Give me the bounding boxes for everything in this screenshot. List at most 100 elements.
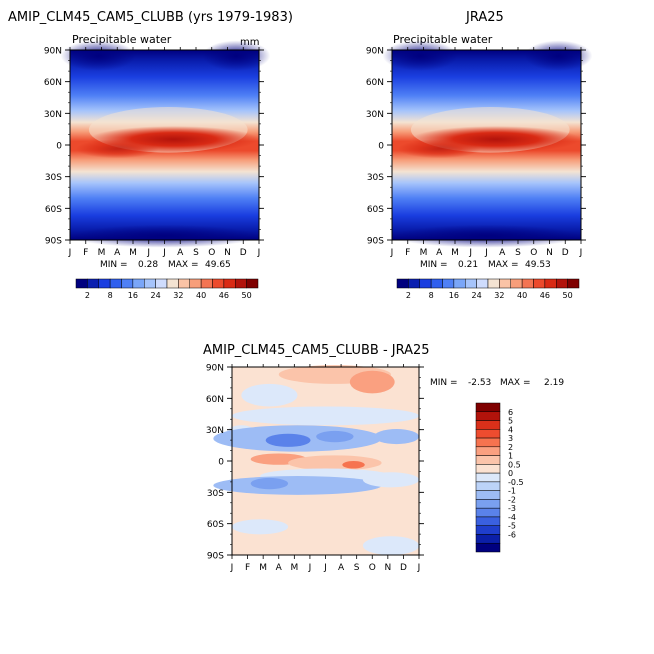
panel1-x-tick-label: N — [224, 248, 231, 258]
panel1-y-tick-label: 60S — [45, 205, 62, 215]
diff-contour-region — [213, 476, 382, 495]
colorbar1-swatch — [212, 278, 225, 289]
diff-contour-region — [342, 461, 365, 469]
colorbar1-swatch — [200, 278, 213, 289]
panel2-y-tick-label: 60N — [366, 78, 384, 88]
colorbar-diff-swatch — [475, 464, 501, 474]
colorbar-diff-label: -2 — [508, 495, 516, 504]
panel1-y-tick-label: 90S — [45, 237, 62, 247]
panel1-min-label: MIN = — [100, 260, 128, 270]
diff-x-tick-label: D — [400, 563, 407, 573]
diff-title: AMIP_CLM45_CAM5_CLUBB - JRA25 — [203, 343, 430, 358]
colorbar2-swatch — [510, 278, 523, 289]
colorbar2-swatch — [465, 278, 477, 289]
panel1-x-tick-label: J — [162, 248, 166, 258]
colorbar1-label: 16 — [128, 291, 138, 300]
diff-frame — [231, 366, 420, 556]
colorbar2-swatch — [556, 278, 568, 289]
panel2-field — [382, 40, 593, 248]
diff-x-tick-label: O — [369, 563, 376, 573]
colorbar1-swatch — [223, 278, 236, 289]
colorbar2-swatch — [544, 278, 557, 289]
diff-y-tick-label: 60N — [206, 395, 224, 405]
panel1-max-core-west — [75, 139, 159, 159]
diff-contour-region — [374, 429, 419, 445]
colorbar-diff-swatch — [475, 437, 501, 448]
colorbar1-swatch — [75, 278, 88, 289]
colorbar-diff-swatch — [475, 455, 501, 465]
colorbar2-label: 2 — [406, 291, 411, 300]
panel1-frame — [69, 49, 260, 241]
diff-field — [213, 365, 420, 555]
diff-max-value: 2.19 — [544, 378, 565, 388]
panel2-min-value: 0.21 — [458, 260, 479, 270]
diff-y-tick-label: 90N — [206, 364, 224, 374]
diff-x-tick-label: J — [323, 563, 327, 573]
panel2-x-tick-label: A — [436, 248, 443, 258]
diff-contour-region — [265, 433, 311, 447]
diff-min-label: MIN = — [430, 378, 458, 388]
panel1-y-tick-label: 90N — [44, 47, 62, 57]
colorbar-diff-swatch — [475, 499, 501, 509]
panel1-max-label: MAX = — [168, 260, 199, 270]
colorbar2-swatch — [567, 278, 580, 289]
panel2-y-tick-label: 30S — [367, 173, 384, 183]
panel2-x-tick-label: A — [499, 248, 506, 258]
panel1-x-tick-label: J — [257, 248, 261, 258]
colorbar-diff-swatch — [475, 490, 501, 500]
colorbar2-swatch — [430, 278, 443, 289]
panel1-title: AMIP_CLM45_CAM5_CLUBB (yrs 1979-1983) — [8, 10, 293, 25]
panel1-x-tick-label: J — [146, 248, 150, 258]
colorbar2-label: 40 — [517, 291, 527, 300]
panel1-x-tick-label: A — [177, 248, 184, 258]
colorbar-diff-swatch — [475, 534, 501, 544]
colorbar-diff-swatch — [475, 525, 501, 535]
colorbar-diff-swatch — [475, 481, 501, 491]
panel2-frame — [391, 49, 582, 241]
colorbar1-swatch — [189, 278, 202, 289]
diff-y-tick-label: 0 — [218, 458, 224, 468]
panel2-max-core-west — [397, 139, 481, 159]
colorbar-diff-swatch — [475, 516, 501, 526]
colorbar-diff-label: -3 — [508, 504, 516, 513]
diff-x-tick-label: S — [354, 563, 360, 573]
colorbar1-swatch — [109, 278, 122, 289]
diff-contour-region — [231, 519, 289, 535]
colorbar-diff-swatch — [475, 472, 501, 483]
diff-contour-region — [316, 430, 354, 443]
colorbar1-swatch — [235, 278, 247, 289]
panel1-field — [60, 40, 271, 248]
diff-x-tick-label: A — [338, 563, 345, 573]
diff-x-tick-label: M — [259, 563, 267, 573]
diff-contour-region — [349, 370, 395, 394]
panel1-x-tick-label: S — [193, 248, 199, 258]
panel2-x-tick-label: M — [420, 248, 428, 258]
colorbar-diff-label: 3 — [508, 434, 513, 443]
panel2-x-tick-label: O — [530, 248, 537, 258]
panel1-max-value: 49.65 — [205, 260, 231, 270]
colorbar2-label: 16 — [449, 291, 459, 300]
panel1-y-tick-label: 30N — [44, 110, 62, 120]
panel1-dry-pole-nw — [60, 40, 137, 71]
colorbar-diff-label: 2 — [508, 443, 513, 452]
diff-y-tick-label: 30N — [206, 426, 224, 436]
panel1-x-tick-label: J — [68, 248, 72, 258]
panel2-x-tick-label: J — [468, 248, 472, 258]
diff-y-tick-label: 90S — [207, 552, 224, 562]
colorbar1-swatch — [132, 278, 145, 289]
colorbar2-swatch — [419, 278, 432, 289]
colorbar1-swatch — [144, 278, 156, 289]
colorbar-diff-label: -4 — [508, 513, 516, 522]
panel1-x-tick-label: F — [83, 248, 88, 258]
colorbar1-swatch — [155, 278, 168, 289]
panel2-min-label: MIN = — [420, 260, 448, 270]
colorbar2-label: 24 — [472, 291, 482, 300]
panel1-x-tick-label: M — [129, 248, 137, 258]
panel2-x-tick-label: S — [515, 248, 521, 258]
colorbar2-label: 50 — [563, 291, 573, 300]
colorbar-diff-swatch — [475, 446, 501, 456]
colorbar-diff-label: 0 — [508, 469, 513, 478]
panel2-y-tick-label: 0 — [378, 142, 384, 152]
panel2-x-tick-label: F — [405, 248, 410, 258]
